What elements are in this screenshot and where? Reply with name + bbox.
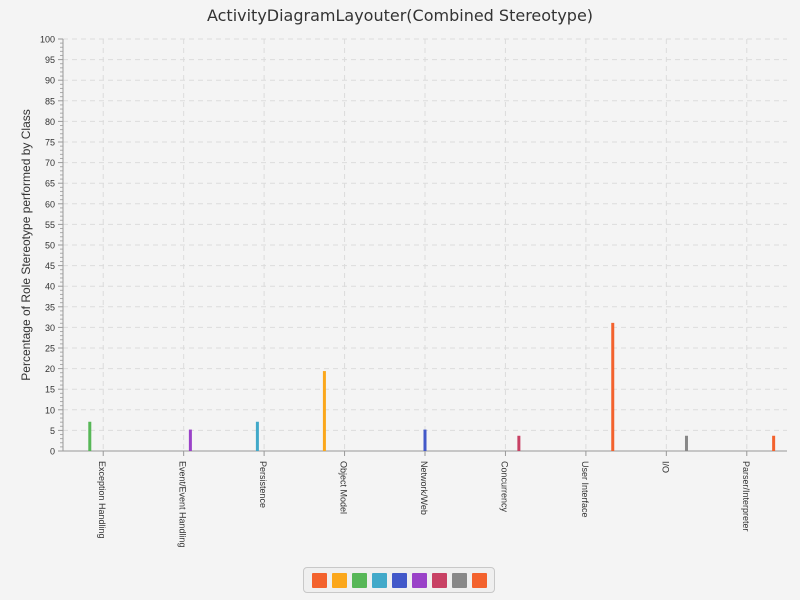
y-tick-label: 35: [45, 302, 55, 312]
x-tick-label: I/O: [660, 461, 670, 473]
y-tick-label: 85: [45, 96, 55, 106]
legend-swatch: [391, 572, 407, 588]
bar: [423, 429, 427, 451]
bar: [517, 435, 521, 451]
legend-swatch: [371, 572, 387, 588]
y-tick-label: 100: [40, 35, 55, 45]
chart-legend: [303, 567, 495, 593]
bar: [684, 435, 688, 451]
y-tick-label: 80: [45, 117, 55, 127]
x-tick-label: Exception Handling: [97, 461, 107, 539]
x-tick-label: Persistence: [258, 461, 268, 508]
y-tick-label: 45: [45, 261, 55, 271]
y-tick-label: 40: [45, 282, 55, 292]
bar: [188, 429, 192, 451]
axes: [58, 38, 787, 456]
y-tick-label: 20: [45, 364, 55, 374]
x-tick-label: Object Model: [339, 461, 349, 514]
legend-swatch: [431, 572, 447, 588]
tick-labels: 0 5 10 15 20 25 30 35 40 45 50 55 60 65 70 75 80 85 90 95 10…: [40, 35, 751, 548]
y-tick-label: 0: [50, 447, 55, 457]
y-tick-label: 25: [45, 344, 55, 354]
x-tick-label: User Interface: [580, 461, 590, 518]
y-tick-label: 90: [45, 76, 55, 86]
legend-swatch: [351, 572, 367, 588]
chart-title: ActivityDiagramLayouter(Combined Stereot…: [206, 6, 594, 25]
bars: [88, 322, 776, 451]
x-tick-label: Parser/Interpreter: [741, 461, 751, 532]
y-tick-label: 30: [45, 323, 55, 333]
bar: [88, 421, 92, 451]
y-tick-label: 65: [45, 179, 55, 189]
y-tick-label: 95: [45, 55, 55, 65]
y-tick-label: 70: [45, 158, 55, 168]
y-tick-label: 50: [45, 241, 55, 251]
legend-swatch: [311, 572, 327, 588]
y-tick-label: 15: [45, 385, 55, 395]
bar: [255, 421, 259, 451]
bar: [611, 322, 615, 451]
x-tick-label: Event/Event Handling: [178, 461, 188, 548]
y-tick-label: 55: [45, 220, 55, 230]
y-tick-label: 10: [45, 405, 55, 415]
legend-swatch: [331, 572, 347, 588]
y-tick-label: 5: [50, 426, 55, 436]
legend-swatch: [451, 572, 467, 588]
legend-swatch: [411, 572, 427, 588]
y-tick-label: 60: [45, 199, 55, 209]
legend-swatch: [471, 572, 487, 588]
x-tick-label: Network/Web: [419, 461, 429, 515]
bar: [772, 435, 776, 451]
y-tick-label: 75: [45, 138, 55, 148]
grid-lines: [63, 38, 787, 451]
bar: [322, 371, 326, 451]
y-axis-label: Percentage of Role Stereotype performed …: [19, 109, 33, 380]
x-tick-label: Concurrency: [499, 461, 509, 513]
